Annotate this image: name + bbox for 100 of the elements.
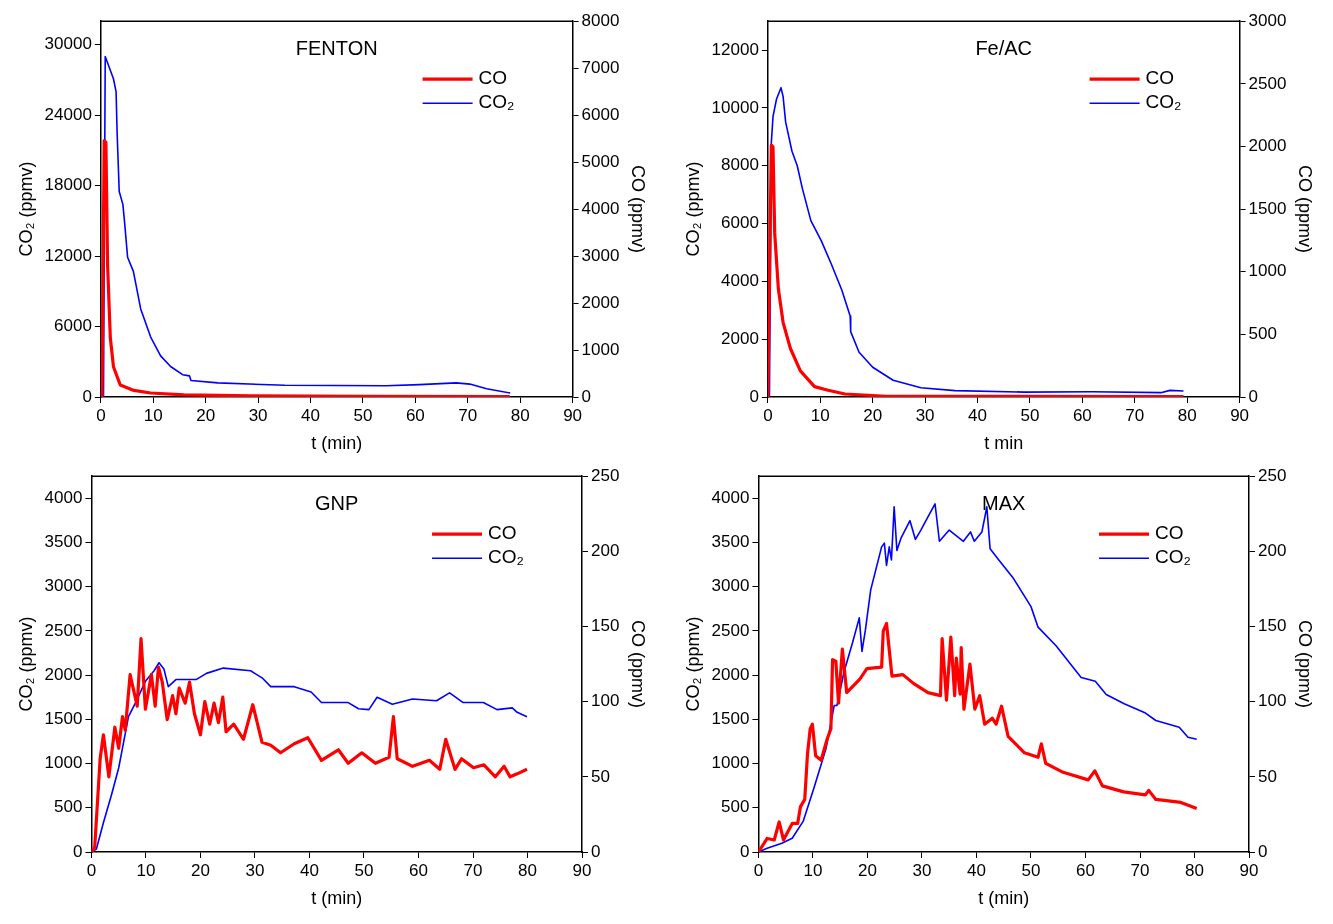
y-axis-title: CO₂ (ppmv) [15, 161, 36, 257]
y2-tick-label: 1000 [581, 339, 620, 359]
x-tick-label: 50 [354, 860, 374, 880]
x-tick-label: 90 [1239, 860, 1259, 880]
x-tick-label: 40 [301, 405, 320, 425]
text: GNP [315, 491, 359, 514]
x-tick-label: 80 [1185, 860, 1204, 880]
x-axis-title: t (min) [311, 888, 363, 909]
y-tick-label: 18000 [44, 175, 92, 195]
y-tick-label: 3500 [711, 532, 750, 552]
x-tick-label: 70 [1125, 405, 1145, 425]
y2-tick-label: 200 [591, 541, 620, 561]
y-tick-label: 10000 [711, 97, 759, 117]
y2-tick-label: 150 [1258, 616, 1287, 636]
y2-axis-title: CO (ppmv) [1295, 620, 1316, 709]
y2-axis-title: CO (ppmv) [1295, 165, 1316, 254]
x-tick-label: 20 [863, 405, 883, 425]
y2-tick-label: 50 [591, 766, 610, 786]
y2-tick-label: 3000 [581, 245, 620, 265]
y-axis-title: CO₂ (ppmv) [15, 616, 36, 712]
x-tick-label: 50 [1021, 860, 1041, 880]
y2-tick-label: 2000 [1248, 136, 1287, 156]
y2-tick-label: 100 [1258, 691, 1287, 711]
y2-tick-label: 200 [1258, 541, 1287, 561]
y-tick-label: 0 [82, 386, 92, 406]
x-tick-label: 60 [405, 405, 425, 425]
y2-tick-label: 6000 [581, 104, 620, 124]
x-tick-label: 0 [763, 405, 773, 425]
y2-tick-label: 1000 [1248, 261, 1287, 281]
y-tick-label: 1500 [711, 709, 750, 729]
y-tick-label: 2000 [44, 664, 83, 684]
y-tick-label: 2500 [711, 620, 750, 640]
x-tick-label: 10 [136, 860, 156, 880]
y-tick-label: 0 [739, 841, 750, 861]
y2-tick-label: 50 [1258, 766, 1277, 786]
y-tick-label: 8000 [721, 155, 759, 175]
y-tick-label: 500 [54, 797, 83, 817]
y2-tick-label: 250 [591, 465, 620, 485]
x-tick-label: 80 [518, 860, 537, 880]
x-tick-label: 90 [1230, 405, 1250, 425]
x-tick-label: 40 [968, 405, 987, 425]
x-tick-label: 90 [563, 405, 583, 425]
y-tick-label: 3500 [44, 532, 83, 552]
y-tick-label: 1000 [711, 753, 750, 773]
y-axis-title: CO₂ (ppmv) [682, 616, 703, 712]
y-tick-label: 12000 [44, 245, 92, 265]
y-tick-label: 4000 [711, 487, 750, 507]
y-tick-label: 3000 [711, 576, 750, 596]
y2-tick-label: 100 [591, 691, 620, 711]
y-tick-label: 6000 [721, 213, 759, 233]
y2-tick-label: 0 [581, 386, 592, 406]
text: FENTON [295, 36, 378, 59]
y-tick-label: 2500 [44, 620, 83, 640]
y2-tick-label: 500 [1248, 324, 1277, 344]
y-tick-label: 12000 [711, 39, 759, 59]
y-tick-label: 30000 [44, 34, 92, 54]
x-tick-label: 20 [190, 860, 210, 880]
x-tick-label: 30 [248, 405, 268, 425]
x-tick-label: 30 [912, 860, 932, 880]
x-tick-label: 50 [353, 405, 373, 425]
legend-label: CO [488, 522, 517, 544]
x-axis-title: t min [984, 433, 1024, 454]
x-tick-label: 10 [810, 405, 830, 425]
x-tick-label: 20 [857, 860, 877, 880]
y2-axis-title: CO (ppmv) [628, 620, 649, 709]
legend-label: CO [1155, 522, 1184, 544]
x-tick-label: 70 [463, 860, 483, 880]
y2-tick-label: 1500 [1248, 198, 1287, 218]
y-tick-label: 500 [721, 797, 750, 817]
y2-tick-label: 2000 [581, 292, 620, 312]
text: MAX [982, 491, 1026, 514]
x-tick-label: 30 [915, 405, 935, 425]
y2-tick-label: 150 [591, 616, 620, 636]
x-tick-label: 70 [1130, 860, 1150, 880]
y-tick-label: 4000 [721, 271, 759, 291]
y2-tick-label: 0 [1248, 386, 1259, 406]
x-tick-label: 60 [409, 860, 428, 880]
x-tick-label: 10 [143, 405, 163, 425]
x-tick-label: 60 [1076, 860, 1095, 880]
legend-label: CO₂ [1145, 91, 1182, 113]
x-tick-label: 80 [510, 405, 530, 425]
y-axis-title: CO₂ (ppmv) [682, 161, 703, 257]
legend-label: CO₂ [488, 546, 524, 568]
y-tick-label: 6000 [54, 316, 92, 336]
y-tick-label: 2000 [721, 328, 759, 348]
x-tick-label: 40 [967, 860, 986, 880]
x-axis-title: t (min) [311, 433, 363, 454]
x-tick-label: 90 [572, 860, 592, 880]
y2-tick-label: 5000 [581, 151, 620, 171]
y2-tick-label: 0 [591, 841, 601, 861]
x-tick-label: 70 [458, 405, 478, 425]
y-tick-label: 4000 [44, 487, 83, 507]
y-tick-label: 1500 [44, 709, 83, 729]
x-tick-label: 40 [300, 860, 319, 880]
y-tick-label: 0 [72, 841, 83, 861]
y2-tick-label: 8000 [581, 10, 620, 30]
x-tick-label: 80 [1177, 405, 1197, 425]
y2-axis-title: CO (ppmv) [628, 165, 649, 254]
x-tick-label: 20 [196, 405, 216, 425]
y2-tick-label: 250 [1258, 465, 1287, 485]
